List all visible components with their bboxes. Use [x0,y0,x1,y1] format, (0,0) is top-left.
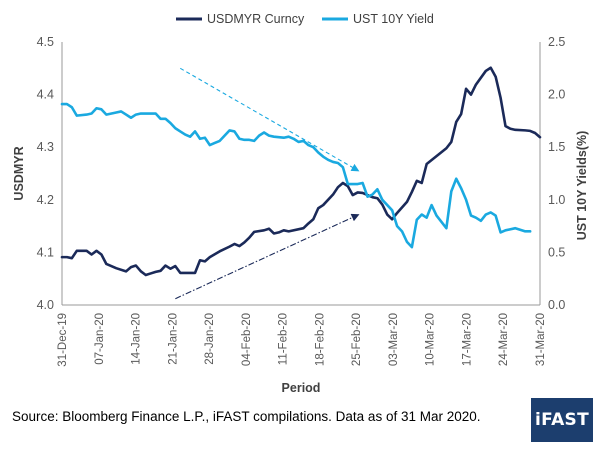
right-tick-label: 0.0 [548,298,565,312]
usdmyr-series-line [60,66,542,277]
x-tick-label: 14-Jan-20 [131,313,143,365]
left-tick-label: 4.3 [37,140,54,154]
x-tick-label: 04-Feb-20 [241,313,253,366]
left-tick-label: 4.2 [37,193,54,207]
x-tick-label: 21-Jan-20 [167,313,179,365]
right-axis-title: UST 10Y Yields(%) [575,131,589,241]
ust-trend-arrow [179,67,360,172]
x-tick-label: 17-Mar-20 [461,313,473,366]
right-tick-label: 2.0 [548,88,565,102]
legend-label: USDMYR Curncy [207,12,305,26]
x-tick-label: 31-Mar-20 [535,313,547,366]
right-tick-label: 2.5 [548,35,565,49]
left-tick-label: 4.4 [37,88,54,102]
right-tick-label: 1.5 [548,140,565,154]
left-tick-label: 4.1 [37,245,54,259]
source-note: Source: Bloomberg Finance L.P., iFAST co… [12,409,481,424]
ifast-logo: iFAST [531,398,593,442]
x-tick-label: 25-Feb-20 [351,313,363,366]
left-tick-label: 4.0 [37,298,54,312]
logo-text: iFAST [535,410,589,430]
right-tick-label: 1.0 [548,193,565,207]
legend-label: UST 10Y Yield [353,12,434,26]
left-axis-title: USDMYR [12,146,26,200]
x-tick-label: 18-Feb-20 [314,313,326,366]
x-tick-label: 31-Dec-19 [57,313,69,367]
chart-canvas: 4.0 4.1 4.2 4.3 4.4 4.5 0.0 0.5 1.0 1.5 2.0 2.5 31-D… [12,12,589,395]
x-tick-label: 11-Feb-20 [278,313,290,365]
x-tick-label: 28-Jan-20 [204,313,216,365]
ust-series-line [60,102,532,249]
footer [0,400,606,454]
x-tick-label: 10-Mar-20 [425,313,437,366]
x-axis-title: Period [282,381,321,395]
right-tick-label: 0.5 [548,245,565,259]
usdmyr-trend-arrow [175,213,360,300]
left-tick-label: 4.5 [37,35,54,49]
x-tick-label: 07-Jan-20 [94,313,106,365]
x-tick-label: 24-Mar-20 [498,313,510,366]
x-tick-label: 03-Mar-20 [388,313,400,366]
